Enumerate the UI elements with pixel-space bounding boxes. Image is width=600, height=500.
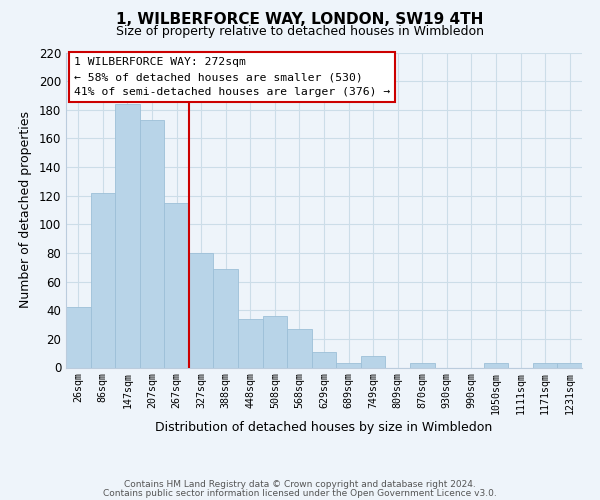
Bar — [336, 363, 361, 368]
Bar — [557, 363, 582, 368]
Text: Contains HM Land Registry data © Crown copyright and database right 2024.: Contains HM Land Registry data © Crown c… — [124, 480, 476, 489]
Bar — [66, 308, 91, 368]
Bar — [287, 329, 312, 368]
Bar — [263, 316, 287, 368]
Text: Size of property relative to detached houses in Wimbledon: Size of property relative to detached ho… — [116, 25, 484, 38]
Bar — [533, 363, 557, 368]
Text: 1, WILBERFORCE WAY, LONDON, SW19 4TH: 1, WILBERFORCE WAY, LONDON, SW19 4TH — [116, 12, 484, 28]
Bar — [115, 104, 140, 368]
Bar — [484, 363, 508, 368]
Bar — [189, 253, 214, 368]
Bar — [140, 120, 164, 368]
X-axis label: Distribution of detached houses by size in Wimbledon: Distribution of detached houses by size … — [155, 422, 493, 434]
Bar — [164, 203, 189, 368]
Text: 1 WILBERFORCE WAY: 272sqm
← 58% of detached houses are smaller (530)
41% of semi: 1 WILBERFORCE WAY: 272sqm ← 58% of detac… — [74, 57, 390, 97]
Bar — [410, 363, 434, 368]
Bar — [312, 352, 336, 368]
Bar — [214, 268, 238, 368]
Text: Contains public sector information licensed under the Open Government Licence v3: Contains public sector information licen… — [103, 489, 497, 498]
Bar — [238, 319, 263, 368]
Bar — [361, 356, 385, 368]
Bar — [91, 193, 115, 368]
Y-axis label: Number of detached properties: Number of detached properties — [19, 112, 32, 308]
